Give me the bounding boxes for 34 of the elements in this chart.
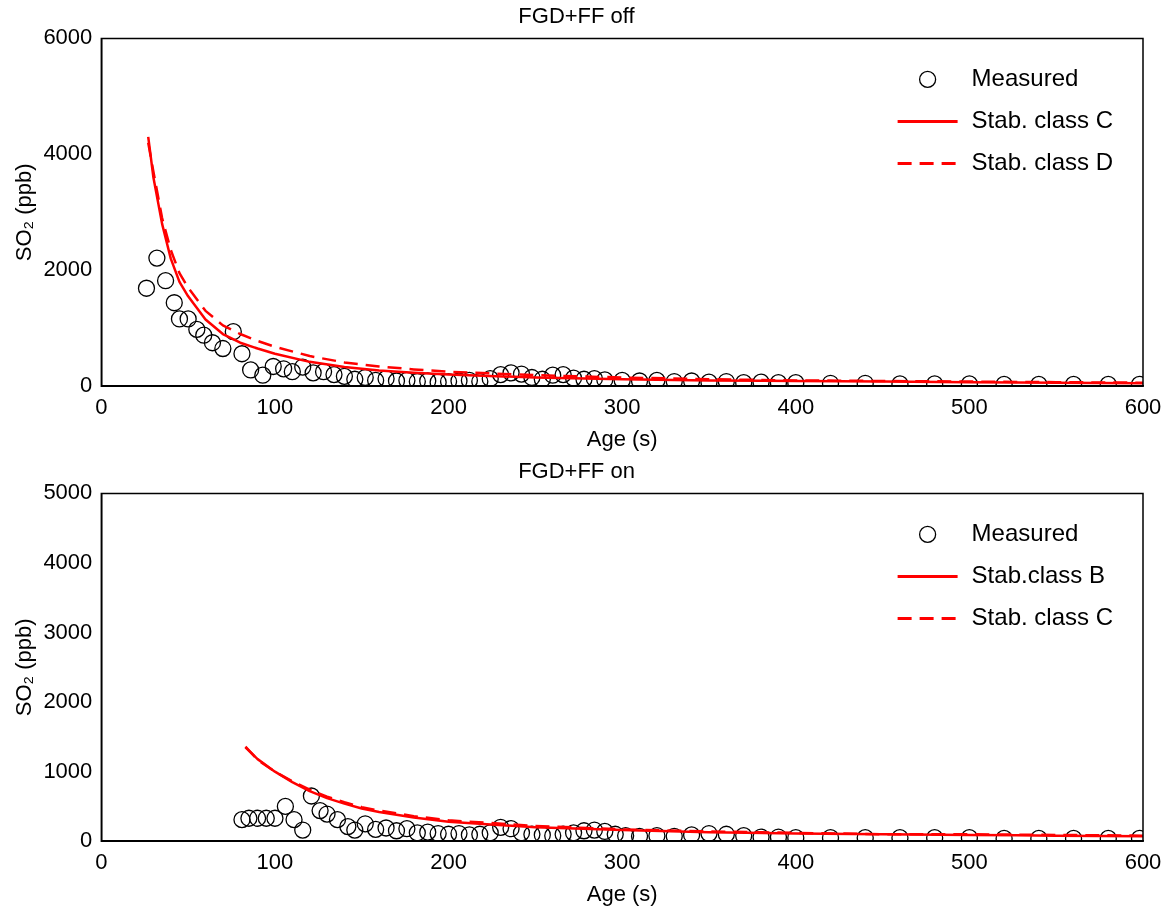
y-tick-label: 6000 <box>43 24 93 50</box>
y-axis-title: SO₂ (ppb) <box>11 618 37 717</box>
y-tick-label: 4000 <box>43 549 93 575</box>
x-tick-label: 200 <box>430 394 467 420</box>
legend-label: Stab. class D <box>971 148 1113 176</box>
x-tick-label: 500 <box>951 394 988 420</box>
legend-label: Stab. class C <box>971 106 1113 134</box>
x-tick-label: 600 <box>1124 849 1162 875</box>
x-tick-label: 400 <box>777 394 815 420</box>
y-tick-label: 5000 <box>43 479 93 505</box>
chart-title: FGD+FF off <box>518 3 636 29</box>
x-tick-label: 200 <box>430 849 467 875</box>
x-axis-title: Age (s) <box>586 880 658 906</box>
x-tick-label: 600 <box>1124 394 1162 420</box>
legend-label: Measured <box>971 64 1079 92</box>
y-tick-label: 2000 <box>43 688 93 714</box>
legend-label: Stab. class C <box>971 603 1113 631</box>
x-tick-label: 300 <box>603 394 641 420</box>
legend-label: Stab.class B <box>971 561 1106 589</box>
x-tick-label: 500 <box>951 849 988 875</box>
y-tick-label: 0 <box>80 372 93 398</box>
x-tick-label: 100 <box>256 394 294 420</box>
legend-label: Measured <box>971 519 1079 547</box>
y-tick-label: 4000 <box>43 140 93 166</box>
y-tick-label: 0 <box>80 827 93 853</box>
x-tick-label: 100 <box>256 849 294 875</box>
x-axis-title: Age (s) <box>586 425 658 451</box>
x-tick-label: 300 <box>603 849 641 875</box>
chart-title: FGD+FF on <box>518 458 635 484</box>
y-tick-label: 1000 <box>43 757 93 783</box>
y-tick-label: 3000 <box>43 618 93 644</box>
y-axis-title: SO₂ (ppb) <box>11 163 37 262</box>
y-tick-label: 2000 <box>43 256 93 282</box>
x-tick-label: 400 <box>777 849 815 875</box>
